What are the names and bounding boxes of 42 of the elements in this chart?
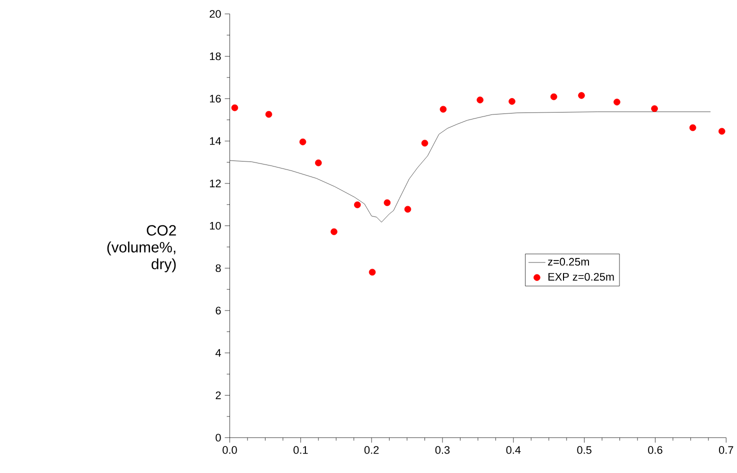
point xyxy=(578,92,585,99)
point xyxy=(265,110,272,118)
x-tick-label: 0.2 xyxy=(364,446,379,454)
x-tick-label: 0.5 xyxy=(577,446,592,454)
x-tick-label: 0.7 xyxy=(718,446,734,454)
y-tick-label: 12 xyxy=(210,179,221,187)
point xyxy=(614,98,620,106)
x-tick-label: 0.3 xyxy=(435,446,450,454)
y-tick-label: 4 xyxy=(215,348,221,356)
y-tick-label: 16 xyxy=(210,94,221,102)
point xyxy=(718,128,726,134)
point xyxy=(404,206,412,212)
point xyxy=(231,104,238,111)
x-tick-label: 0.1 xyxy=(294,446,308,454)
point xyxy=(440,106,447,112)
y-tick-label: 18 xyxy=(210,52,221,60)
point xyxy=(689,124,696,131)
y-tick-label: 20 xyxy=(210,10,221,18)
y-tick-label: 6 xyxy=(216,306,221,314)
point xyxy=(384,199,391,206)
point xyxy=(354,201,361,208)
y-tick-label: 8 xyxy=(216,264,221,272)
y-tick-label: 2 xyxy=(216,391,221,399)
x-tick-label: 0.6 xyxy=(648,446,662,454)
point xyxy=(476,96,484,104)
point xyxy=(550,93,558,100)
point xyxy=(368,268,376,276)
point xyxy=(299,138,306,146)
x-tick-label: 0.0 xyxy=(222,446,237,454)
point xyxy=(421,140,428,146)
y-axis-title: CO2 (volume%, dry) xyxy=(107,224,176,272)
point xyxy=(651,105,658,112)
y-tick-label: 14 xyxy=(210,137,221,145)
y-tick-label: 0 xyxy=(216,434,221,442)
point xyxy=(330,228,338,235)
line-series xyxy=(230,111,711,222)
legend-label: EXP z=0.25m xyxy=(548,272,614,280)
x-tick-label: 0.4 xyxy=(506,446,521,454)
point xyxy=(315,159,322,166)
legend-label: z=0.25m xyxy=(548,258,589,266)
y-tick-label: 10 xyxy=(210,222,221,230)
point xyxy=(508,98,516,105)
